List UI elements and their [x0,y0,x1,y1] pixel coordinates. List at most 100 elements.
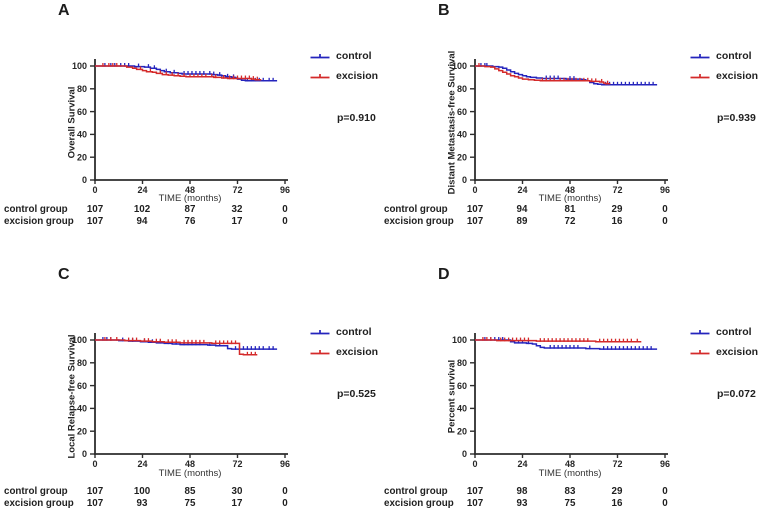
risk-count: 16 [611,498,623,509]
legend-label-control: control [716,326,752,338]
y-tick-label: 80 [77,84,87,94]
risk-count: 32 [231,204,243,215]
legend-item-excision: excision [690,342,758,362]
x-tick-label: 72 [612,459,622,469]
legend: control excision p=0.072 [690,322,758,400]
y-tick-label: 60 [77,107,87,117]
risk-count: 107 [86,498,104,509]
control-curve [475,339,658,350]
risk-count: 75 [184,498,196,509]
excision-curve [95,339,258,356]
legend-label-control: control [336,50,372,62]
x-tick-label: 72 [232,459,242,469]
risk-count: 107 [86,204,104,215]
y-tick-label: 20 [77,152,87,162]
y-tick-label: 100 [72,61,87,71]
control-line-icon [310,53,330,58]
panel-C: C Local Relapse-free Survival 0 20 40 60 80 1… [0,258,380,515]
legend-item-excision: excision [690,66,758,86]
y-tick-label: 0 [462,449,467,459]
y-tick-label: 60 [457,107,467,117]
control-curve [95,339,278,350]
risk-count: 29 [611,486,623,497]
x-axis-title: TIME (months) [538,468,602,479]
y-tick-label: 0 [82,449,87,459]
risk-row-control: control group 107 98 83 29 0 [380,486,760,498]
excision-line-icon [690,73,710,78]
risk-row-label: control group [384,204,448,215]
x-tick-label: 72 [232,185,242,195]
risk-count: 107 [86,216,104,227]
x-tick-label: 48 [565,459,575,469]
x-tick-label: 0 [92,459,97,469]
risk-row-control: control group 107 102 87 32 0 [0,204,380,216]
y-tick-label: 100 [452,61,467,71]
y-tick-label: 100 [72,335,87,345]
risk-row-control: control group 107 94 81 29 0 [380,204,760,216]
excision-curve [475,65,611,85]
excision-curve [475,339,642,343]
risk-row-label: excision group [4,498,74,509]
risk-count: 89 [516,216,528,227]
p-value-label: p=0.939 [717,112,756,124]
panel-letter: D [438,266,450,283]
x-tick-label: 0 [472,459,477,469]
legend-item-control: control [310,322,378,342]
risk-row-excision: excision group 107 94 76 17 0 [0,216,380,228]
risk-count: 94 [516,204,528,215]
x-tick-label: 24 [137,185,147,195]
y-tick-label: 80 [457,84,467,94]
risk-row-excision: excision group 107 89 72 16 0 [380,216,760,228]
risk-row-label: control group [4,486,68,497]
p-value-label: p=0.525 [337,388,376,400]
legend-item-control: control [690,46,758,66]
panel-letter: C [58,266,70,283]
y-tick-label: 80 [457,358,467,368]
p-value-label: p=0.910 [337,112,376,124]
x-tick-label: 24 [517,459,527,469]
risk-count: 98 [516,486,528,497]
km-plot: 0 20 40 60 80 100 0 24 48 72 96 [452,59,670,195]
y-tick-label: 40 [77,404,87,414]
risk-count: 0 [662,498,668,509]
numbers-at-risk-table: control group 107 98 83 29 0 excision gr… [380,486,760,510]
risk-row-excision: excision group 107 93 75 17 0 [0,498,380,510]
x-axis-title: TIME (months) [158,193,222,204]
x-tick-label: 96 [280,185,290,195]
risk-row-label: control group [384,486,448,497]
x-tick-label: 72 [612,185,622,195]
y-tick-label: 40 [457,404,467,414]
risk-count: 81 [564,204,576,215]
x-axis-title: TIME (months) [158,468,222,479]
panel-letter: A [58,2,70,19]
excision-line-icon [310,349,330,354]
risk-count: 107 [466,216,484,227]
x-tick-label: 0 [472,185,477,195]
numbers-at-risk-table: control group 107 94 81 29 0 excision gr… [380,204,760,228]
km-plot: 0 20 40 60 80 100 0 24 48 72 96 [72,333,290,469]
risk-count: 76 [184,216,196,227]
excision-line-icon [310,73,330,78]
risk-row-label: excision group [4,216,74,227]
y-tick-label: 20 [77,426,87,436]
y-tick-label: 40 [457,130,467,140]
risk-row-label: control group [4,204,68,215]
y-tick-label: 100 [452,335,467,345]
risk-count: 0 [282,498,288,509]
x-tick-label: 48 [565,185,575,195]
legend-label-excision: excision [336,70,379,82]
risk-count: 30 [231,486,243,497]
excision-curve [95,65,262,81]
x-tick-label: 48 [185,459,195,469]
risk-count: 0 [282,204,288,215]
risk-count: 0 [662,486,668,497]
risk-count: 0 [282,486,288,497]
x-tick-label: 96 [660,185,670,195]
panel-letter: B [438,2,450,19]
legend-label-excision: excision [716,70,759,82]
legend-item-control: control [310,46,378,66]
y-tick-label: 80 [77,358,87,368]
risk-count: 107 [86,486,104,497]
risk-count: 107 [466,204,484,215]
